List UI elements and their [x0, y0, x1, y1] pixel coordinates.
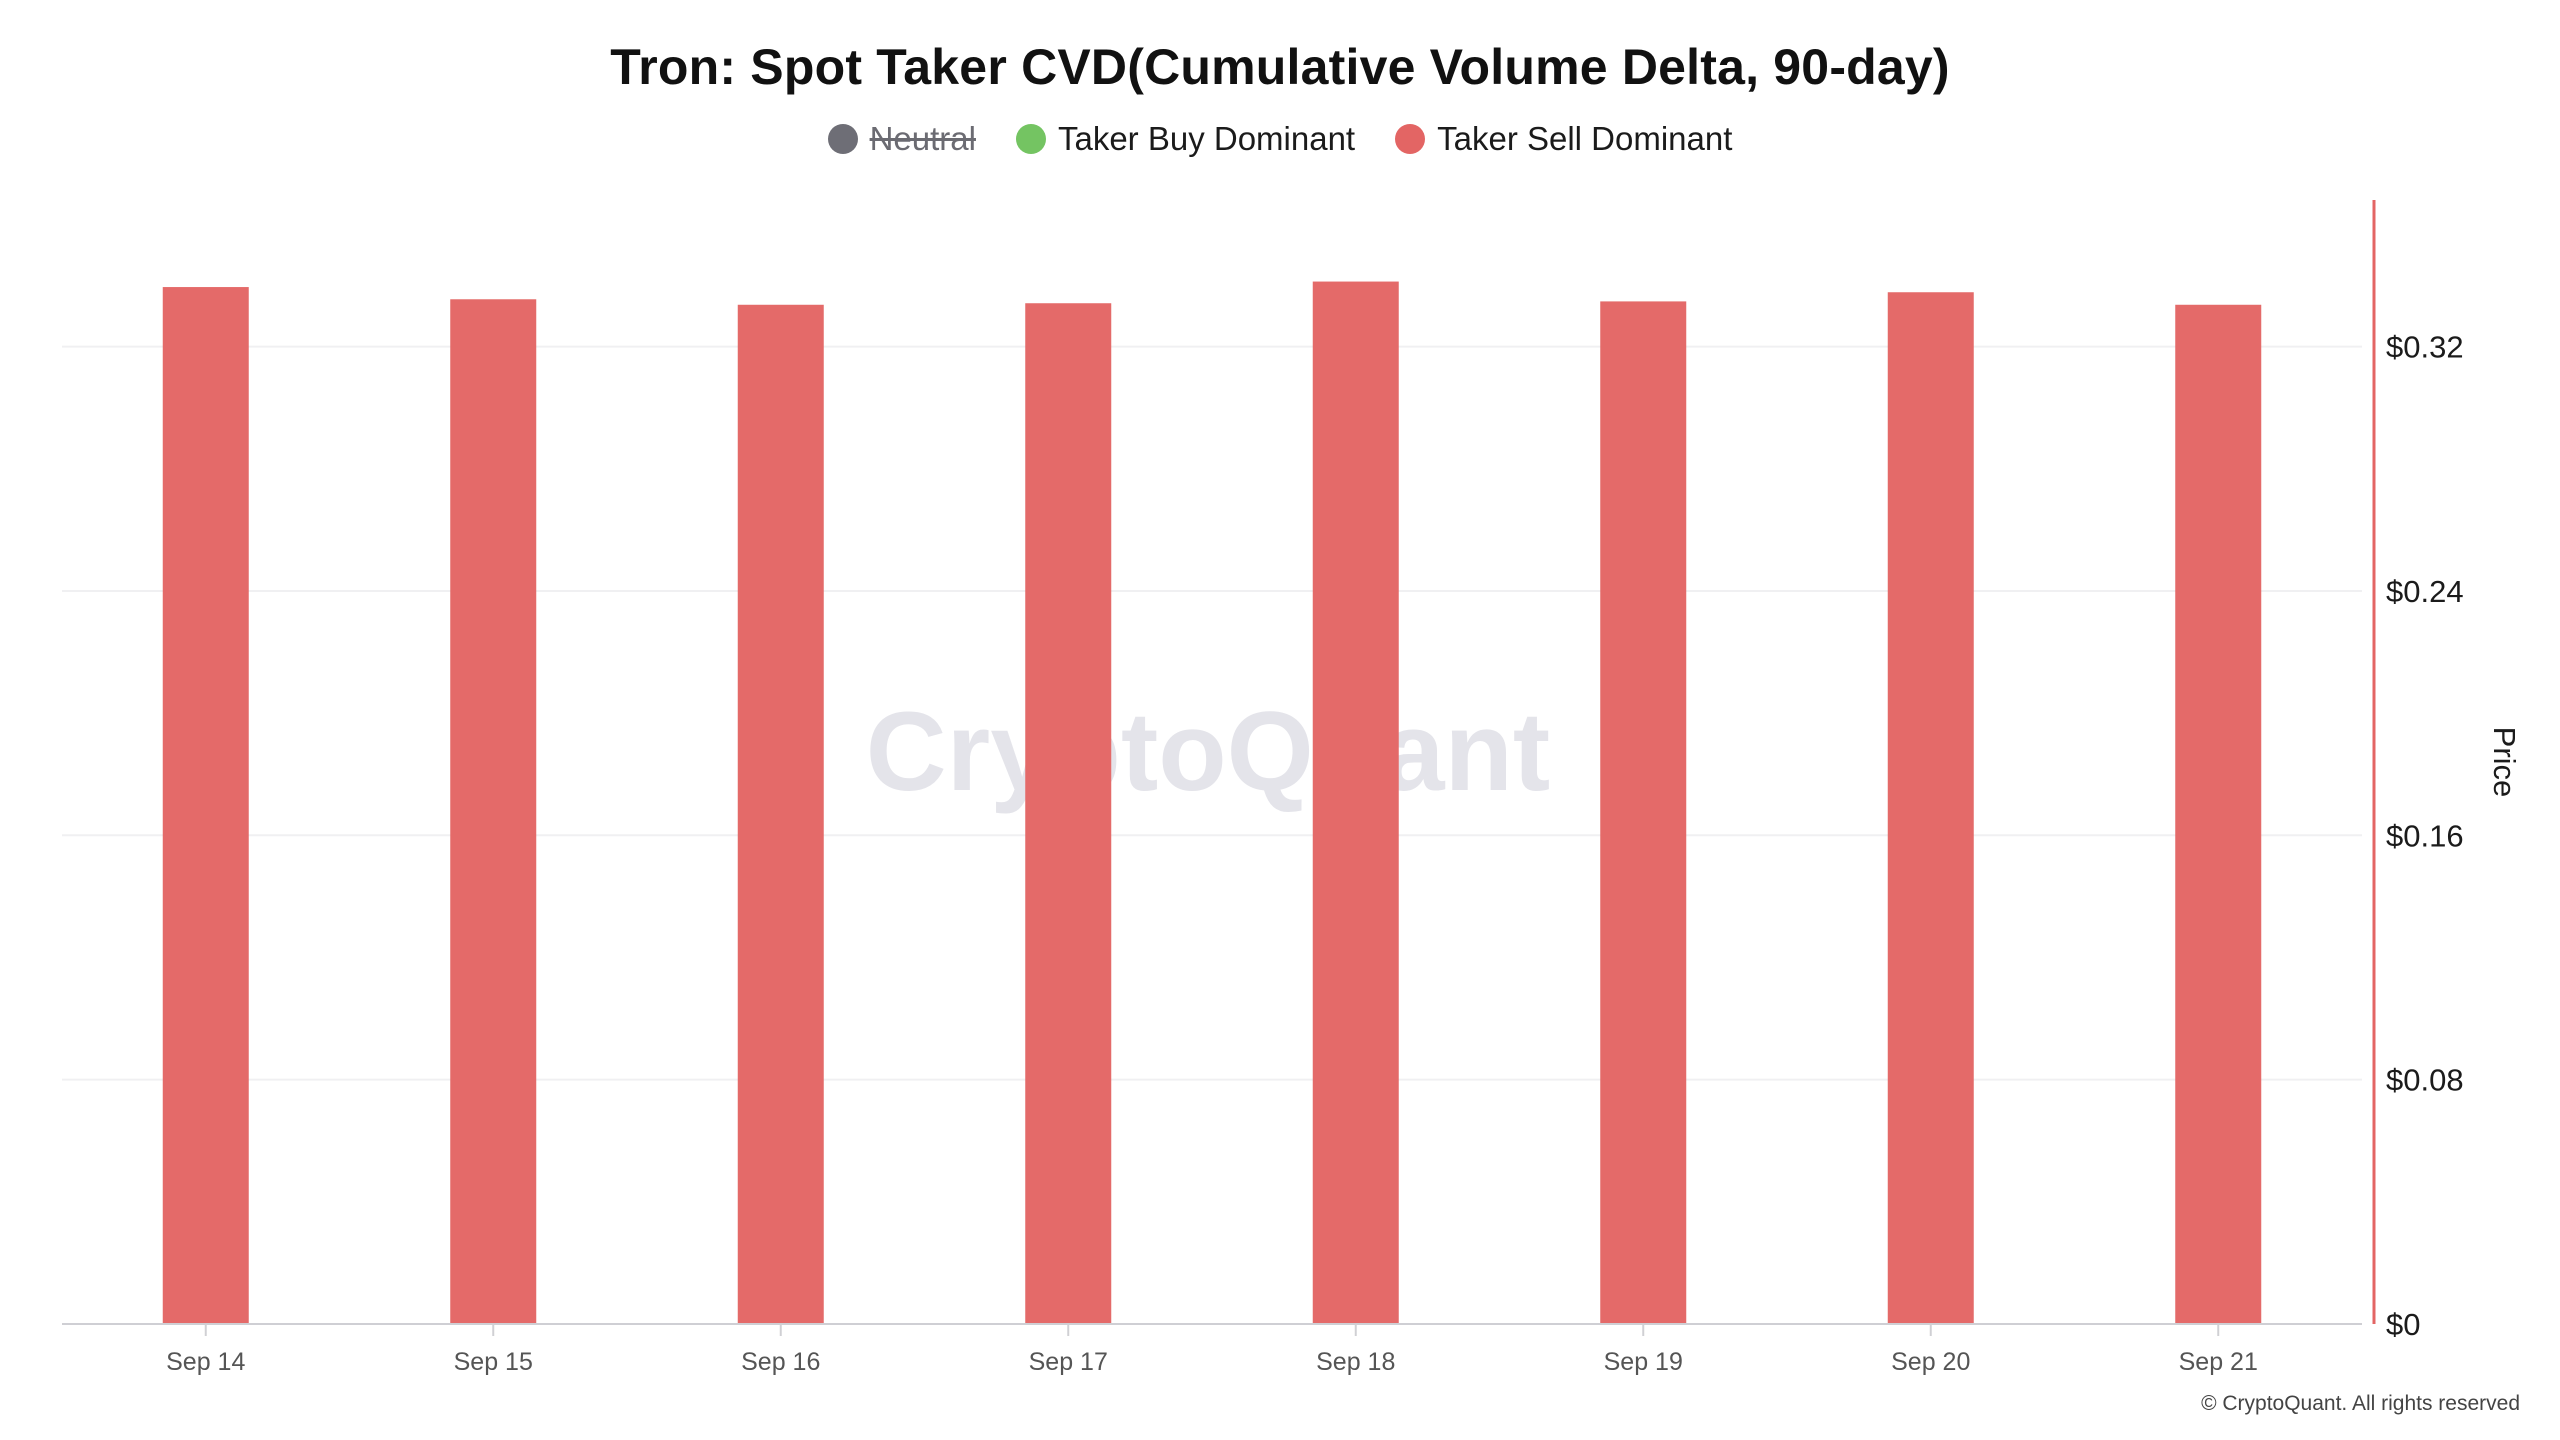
x-tick-label: Sep 16: [741, 1348, 820, 1376]
x-tick-label: Sep 15: [454, 1348, 533, 1376]
x-tick-label: Sep 14: [166, 1348, 245, 1376]
x-tick-label: Sep 20: [1891, 1348, 1970, 1376]
bars-layer: [162, 281, 2262, 1325]
copyright-notice: © CryptoQuant. All rights reserved: [2201, 1392, 2520, 1415]
watermark: CryptoQuant: [866, 689, 1550, 814]
grid-layer: [62, 345, 2362, 1081]
legend-marker-taker-buy-icon: [1015, 124, 1046, 154]
axes-layer: [62, 200, 2376, 1336]
legend-marker-neutral-icon: [827, 124, 858, 154]
legend-item-taker-sell-dominant[interactable]: Taker Sell Dominant: [1395, 120, 1732, 158]
x-tick-label: Sep 17: [1029, 1348, 1108, 1376]
legend-label-taker-sell-dominant: Taker Sell Dominant: [1437, 120, 1733, 157]
y-axis-title: Price: [2487, 727, 2522, 798]
bar-sep-14: [162, 287, 249, 1324]
legend-label-taker-buy-dominant: Taker Buy Dominant: [1057, 120, 1356, 157]
bar-sep-19: [1600, 301, 1687, 1324]
y-tick-label: $0: [2386, 1307, 2420, 1342]
bar-sep-18: [1312, 281, 1399, 1325]
legend-item-taker-buy-dominant[interactable]: Taker Buy Dominant: [1015, 120, 1356, 158]
bar-sep-20: [1887, 292, 1974, 1324]
y-tick-label: $0.32: [2386, 330, 2464, 365]
legend-label-neutral: Neutral: [869, 120, 976, 157]
y-tick-label: $0.08: [2386, 1063, 2464, 1098]
bar-sep-15: [450, 299, 537, 1324]
x-tick-label: Sep 21: [2179, 1348, 2258, 1376]
legend: Neutral Taker Buy Dominant Taker Sell Do…: [0, 120, 2560, 158]
x-tick-label: Sep 19: [1604, 1348, 1683, 1376]
labels-layer: $0 $0.08 $0.16 $0.24 $0.32 Sep 14 Sep 15 Sep 16…: [166, 330, 2522, 1376]
bar-sep-17: [1025, 303, 1112, 1325]
y-tick-label: $0.16: [2386, 818, 2464, 853]
y-tick-label: $0.24: [2386, 574, 2464, 609]
bar-sep-16: [737, 304, 824, 1324]
bar-sep-21: [2175, 304, 2262, 1324]
legend-item-neutral[interactable]: Neutral: [827, 120, 976, 158]
chart-title: Tron: Spot Taker CVD(Cumulative Volume D…: [610, 39, 1950, 95]
x-tick-label: Sep 18: [1316, 1348, 1395, 1376]
legend-marker-taker-sell-icon: [1395, 124, 1426, 154]
